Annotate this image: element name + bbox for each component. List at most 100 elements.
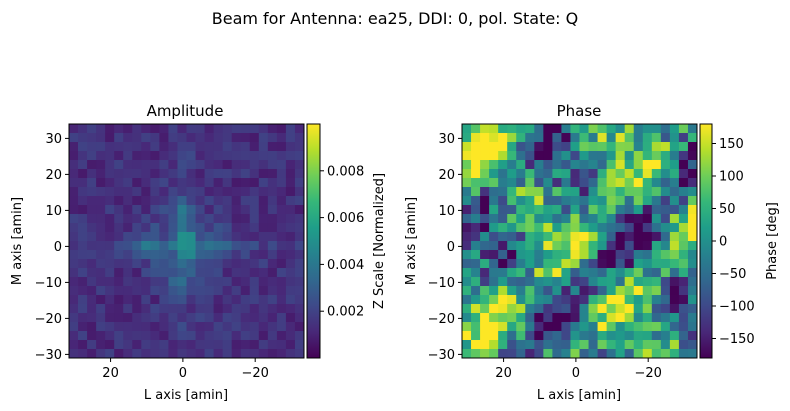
heatmap-cell xyxy=(276,142,287,152)
heatmap-cell xyxy=(507,223,517,233)
heatmap-cell xyxy=(204,241,215,251)
heatmap-cell xyxy=(213,124,224,134)
heatmap-cell xyxy=(570,124,580,134)
heatmap-cell xyxy=(69,295,79,305)
heatmap-cell xyxy=(579,169,589,179)
heatmap-cell xyxy=(177,349,187,359)
heatmap-cell xyxy=(69,259,79,269)
heatmap-cell xyxy=(69,268,79,278)
heatmap-cell xyxy=(123,304,133,314)
heatmap-cell xyxy=(516,142,526,152)
heatmap-cell xyxy=(669,304,680,314)
heatmap-cell xyxy=(294,268,305,278)
heatmap-cell xyxy=(579,160,589,170)
heatmap-cell xyxy=(579,259,589,269)
heatmap-cell xyxy=(285,178,296,188)
heatmap-cell xyxy=(186,304,196,314)
heatmap-cell xyxy=(168,214,178,224)
heatmap-cell xyxy=(159,322,169,332)
heatmap-cell xyxy=(525,178,535,188)
heatmap-cell xyxy=(276,187,287,197)
heatmap-cell xyxy=(606,169,617,179)
heatmap-cell xyxy=(669,214,680,224)
heatmap-cell xyxy=(543,331,553,341)
heatmap-cell xyxy=(141,286,151,296)
heatmap-cell xyxy=(633,340,644,350)
heatmap-cell xyxy=(123,241,133,251)
heatmap-cell xyxy=(276,214,287,224)
heatmap-cell xyxy=(534,205,544,215)
heatmap-cell xyxy=(150,205,160,215)
heatmap-cell xyxy=(114,142,124,152)
heatmap-cell xyxy=(258,313,269,323)
heatmap-cell xyxy=(276,259,287,269)
heatmap-cell xyxy=(168,151,178,161)
heatmap-cell xyxy=(132,232,142,242)
heatmap-cell xyxy=(561,205,571,215)
heatmap-cell xyxy=(642,205,653,215)
heatmap-cell xyxy=(87,268,97,278)
heatmap-cell xyxy=(159,250,169,260)
heatmap-cell xyxy=(294,142,305,152)
heatmap-cell xyxy=(624,169,635,179)
heatmap-cell xyxy=(552,286,562,296)
heatmap-cell xyxy=(213,286,224,296)
heatmap-cell xyxy=(534,259,544,269)
heatmap-cell xyxy=(462,232,472,242)
heatmap-cell xyxy=(69,304,79,314)
heatmap-cell xyxy=(462,169,472,179)
heatmap-cell xyxy=(285,313,296,323)
heatmap-cell xyxy=(231,142,242,152)
heatmap-cell xyxy=(669,223,680,233)
heatmap-cell xyxy=(498,178,508,188)
heatmap-cell xyxy=(525,160,535,170)
heatmap-cell xyxy=(285,196,296,206)
heatmap-cell xyxy=(294,178,305,188)
heatmap-cell xyxy=(141,277,151,287)
heatmap-cell xyxy=(168,187,178,197)
heatmap-cell xyxy=(267,304,278,314)
heatmap-cell xyxy=(462,196,472,206)
heatmap-cell xyxy=(642,277,653,287)
heatmap-cell xyxy=(642,295,653,305)
heatmap-cell xyxy=(177,277,187,287)
heatmap-cell xyxy=(624,124,635,134)
heatmap-cell xyxy=(141,322,151,332)
amplitude-title: Amplitude xyxy=(147,102,224,120)
heatmap-cell xyxy=(132,277,142,287)
heatmap-cell xyxy=(642,340,653,350)
heatmap-cell xyxy=(87,349,97,359)
heatmap-cell xyxy=(462,160,472,170)
heatmap-cell xyxy=(552,142,562,152)
heatmap-cell xyxy=(489,313,499,323)
heatmap-cell xyxy=(678,178,689,188)
heatmap-cell xyxy=(195,214,205,224)
heatmap-cell xyxy=(516,349,526,359)
heatmap-cell xyxy=(534,313,544,323)
heatmap-cell xyxy=(579,133,589,143)
heatmap-cell xyxy=(660,232,671,242)
heatmap-cell xyxy=(186,295,196,305)
heatmap-cell xyxy=(660,151,671,161)
phase-x-ticks: 20 0 −20 xyxy=(495,358,662,381)
heatmap-cell xyxy=(87,322,97,332)
heatmap-cell xyxy=(606,214,617,224)
x-tick-label: 20 xyxy=(102,366,119,381)
heatmap-cell xyxy=(141,241,151,251)
heatmap-cell xyxy=(597,223,608,233)
heatmap-cell xyxy=(222,277,233,287)
heatmap-cell xyxy=(669,205,680,215)
heatmap-cell xyxy=(285,187,296,197)
heatmap-cell xyxy=(105,160,115,170)
heatmap-cell xyxy=(186,241,196,251)
heatmap-cell xyxy=(105,133,115,143)
heatmap-cell xyxy=(651,340,662,350)
heatmap-cell xyxy=(543,322,553,332)
heatmap-cell xyxy=(195,232,205,242)
heatmap-cell xyxy=(168,232,178,242)
heatmap-cell xyxy=(105,142,115,152)
heatmap-cell xyxy=(471,349,481,359)
heatmap-cell xyxy=(471,187,481,197)
heatmap-cell xyxy=(285,250,296,260)
heatmap-cell xyxy=(159,196,169,206)
